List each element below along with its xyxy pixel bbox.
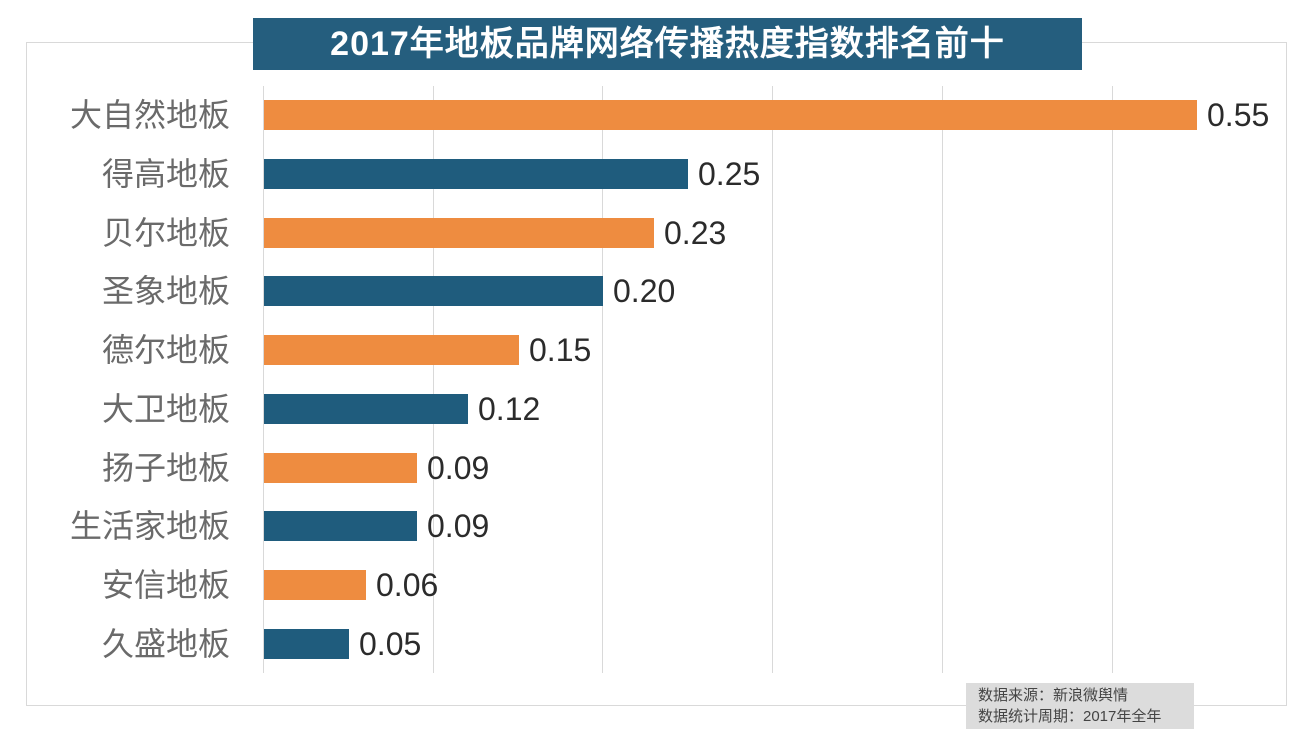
chart-frame: [26, 42, 1287, 706]
data-source-line: 数据来源：新浪微舆情: [978, 687, 1129, 704]
category-label: 大卫地板: [101, 391, 230, 427]
bar: [264, 335, 519, 365]
category-label: 贝尔地板: [101, 215, 230, 251]
category-label: 久盛地板: [101, 626, 230, 662]
bar: [264, 511, 417, 541]
value-label: 0.09: [427, 450, 490, 486]
gridline-0.0: [263, 86, 264, 673]
chart-title: 2017年地板品牌网络传播热度指数排名前十: [253, 18, 1082, 70]
category-label: 圣象地板: [101, 273, 230, 309]
gridline-0.2: [602, 86, 603, 673]
value-label: 0.20: [613, 273, 676, 309]
bar: [264, 276, 603, 306]
category-label: 生活家地板: [69, 508, 230, 544]
bar: [264, 394, 468, 424]
gridline-0.3: [772, 86, 773, 673]
gridline-0.1: [433, 86, 434, 673]
gridline-0.5: [1112, 86, 1113, 673]
bar: [264, 629, 349, 659]
value-label: 0.23: [664, 215, 727, 251]
category-label: 大自然地板: [69, 97, 230, 133]
source-note: 数据来源：新浪微舆情 数据统计周期：2017年全年: [966, 683, 1194, 729]
bar: [264, 159, 688, 189]
value-label: 0.09: [427, 508, 490, 544]
bar: [264, 100, 1197, 130]
category-label: 安信地板: [101, 567, 230, 603]
category-label: 扬子地板: [101, 450, 230, 486]
value-label: 0.15: [529, 332, 592, 368]
bar: [264, 453, 417, 483]
data-period-line: 数据统计周期：2017年全年: [978, 708, 1162, 725]
value-label: 0.12: [478, 391, 541, 427]
bar: [264, 218, 654, 248]
category-label: 德尔地板: [101, 332, 230, 368]
value-label: 0.25: [698, 156, 761, 192]
gridline-0.4: [942, 86, 943, 673]
value-label: 0.05: [359, 626, 422, 662]
bar: [264, 570, 366, 600]
value-label: 0.55: [1207, 97, 1270, 133]
category-label: 得高地板: [101, 156, 230, 192]
value-label: 0.06: [376, 567, 439, 603]
